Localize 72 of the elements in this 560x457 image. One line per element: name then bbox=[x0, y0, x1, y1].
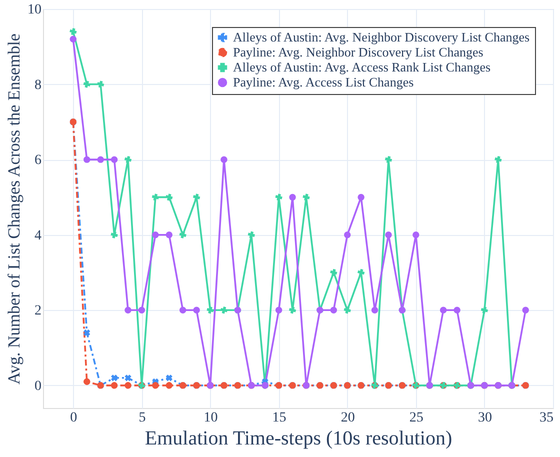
point bbox=[124, 156, 132, 164]
point bbox=[110, 156, 118, 163]
point bbox=[97, 156, 104, 163]
point bbox=[385, 232, 392, 238]
point bbox=[344, 232, 351, 238]
point bbox=[152, 232, 159, 238]
y-axis-title: Avg. Number of List Changes Across the Ensemble bbox=[4, 34, 24, 384]
legend-label: Payline: Avg. Neighbor Discovery List Changes bbox=[233, 44, 484, 60]
point bbox=[220, 156, 228, 163]
point bbox=[371, 306, 378, 314]
point bbox=[302, 194, 310, 201]
point bbox=[152, 382, 159, 389]
point bbox=[275, 194, 282, 201]
point bbox=[124, 374, 132, 382]
point bbox=[358, 194, 364, 201]
point bbox=[110, 231, 118, 238]
point bbox=[84, 156, 90, 163]
x-tick-label: 5 bbox=[138, 410, 146, 426]
legend-label: Alleys of Austin: Avg. Access Rank List Changes bbox=[233, 60, 491, 74]
x-tick-label: 20 bbox=[340, 410, 355, 426]
point bbox=[206, 306, 214, 314]
point bbox=[166, 232, 172, 238]
x-tick-label: 0 bbox=[70, 410, 78, 426]
legend-label: Payline: Avg. Access List Changes bbox=[233, 74, 414, 90]
point bbox=[124, 382, 132, 389]
point bbox=[152, 194, 160, 201]
point bbox=[110, 382, 118, 389]
point bbox=[179, 231, 186, 238]
point bbox=[344, 306, 351, 314]
y-tick-label: 2 bbox=[34, 304, 42, 319]
point bbox=[275, 306, 282, 314]
point bbox=[70, 36, 77, 42]
point bbox=[192, 194, 200, 201]
y-tick-label: 4 bbox=[34, 228, 42, 244]
x-tick-label: 15 bbox=[272, 410, 286, 426]
y-tick-label: 10 bbox=[28, 2, 42, 18]
point bbox=[522, 306, 529, 314]
point bbox=[193, 306, 200, 314]
point bbox=[138, 306, 146, 314]
point bbox=[412, 232, 420, 238]
point bbox=[288, 306, 296, 314]
x-tick-label: 35 bbox=[540, 410, 554, 426]
y-tick-label: 6 bbox=[34, 153, 42, 168]
y-tick-label: 0 bbox=[34, 378, 42, 394]
point bbox=[220, 306, 228, 314]
point bbox=[166, 374, 172, 382]
point bbox=[166, 194, 173, 201]
x-tick-label: 25 bbox=[409, 410, 424, 426]
point bbox=[440, 306, 447, 314]
point bbox=[84, 378, 90, 385]
point bbox=[494, 156, 502, 164]
point bbox=[179, 306, 186, 314]
point bbox=[330, 306, 337, 314]
point bbox=[83, 80, 90, 88]
point bbox=[454, 306, 460, 314]
point bbox=[110, 374, 118, 382]
point bbox=[248, 231, 255, 238]
y-tick-label: 8 bbox=[34, 78, 42, 93]
legend-label: Alleys of Austin: Avg. Neighbor Discovery List Changes bbox=[233, 30, 530, 44]
point bbox=[357, 268, 365, 276]
point bbox=[330, 268, 338, 276]
point bbox=[70, 28, 77, 36]
point bbox=[96, 80, 104, 88]
x-tick-label: 30 bbox=[478, 410, 492, 426]
point bbox=[480, 306, 488, 314]
point bbox=[84, 329, 90, 336]
point bbox=[384, 156, 392, 164]
point bbox=[124, 306, 132, 314]
point bbox=[166, 382, 172, 389]
point bbox=[289, 194, 296, 201]
x-tick-label: 10 bbox=[204, 410, 218, 426]
x-axis-title: Emulation Time-steps (10s resolution) bbox=[144, 428, 452, 450]
